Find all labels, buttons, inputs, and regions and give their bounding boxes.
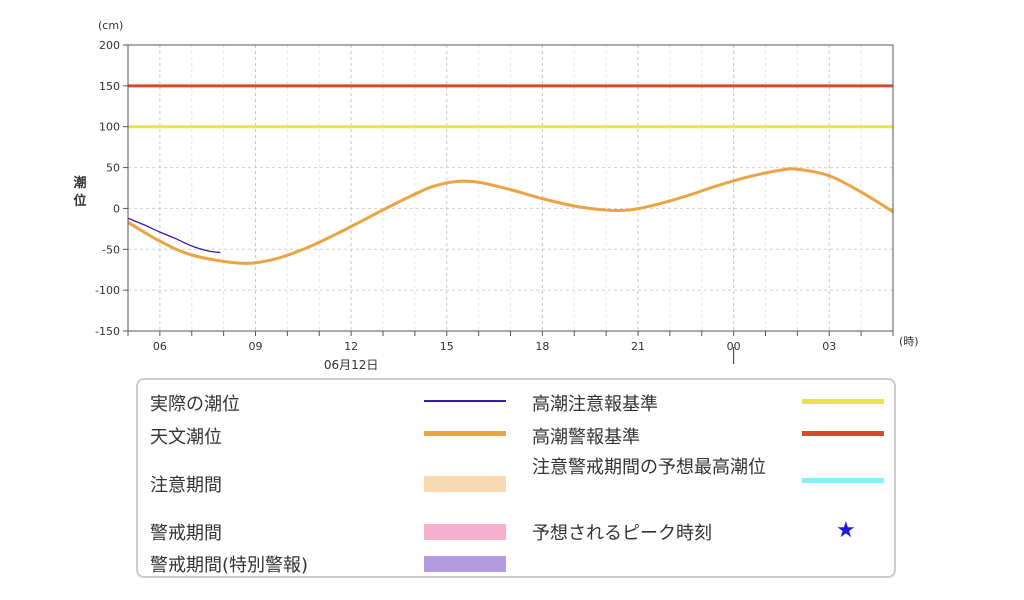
x-tick-label-0: 06 bbox=[153, 340, 167, 353]
legend-swatch-line-2 bbox=[424, 431, 506, 436]
legend-label-2: 天文潮位 bbox=[150, 427, 222, 448]
legend-swatch-fill-4 bbox=[424, 476, 506, 492]
legend-swatch-line-1 bbox=[802, 399, 884, 404]
y-tick-label-1: -100 bbox=[95, 284, 120, 297]
legend-label-1: 高潮注意報基準 bbox=[532, 394, 658, 415]
legend-swatch-fill-6 bbox=[424, 524, 506, 540]
y-axis-unit: (cm) bbox=[98, 19, 123, 32]
x-tick-label-5: 21 bbox=[631, 340, 645, 353]
series-lines bbox=[127, 167, 894, 265]
legend-label-7: 予想されるピーク時刻 bbox=[532, 523, 712, 544]
legend: 実際の潮位 高潮注意報基準天文潮位 高潮警報基準注意期間 注意警戒期間の予想最高潮位警… bbox=[136, 378, 896, 578]
legend-label-4: 注意期間 bbox=[150, 475, 222, 496]
series-line-0 bbox=[127, 167, 894, 265]
y-axis-ticks: -150 -100 -50 0 50 100 150 200 bbox=[95, 39, 128, 338]
threshold-lines bbox=[128, 84, 893, 129]
y-tick-label-5: 100 bbox=[99, 121, 120, 134]
legend-label-5: 注意警戒期間の予想最高潮位 bbox=[532, 457, 766, 478]
grid bbox=[127, 44, 894, 332]
y-tick-label-3: 0 bbox=[113, 202, 120, 215]
legend-label-8: 警戒期間(特別警報) bbox=[150, 555, 309, 576]
x-axis-unit: (時) bbox=[899, 335, 919, 348]
legend-swatch-line-0 bbox=[424, 400, 506, 402]
legend-label-6: 警戒期間 bbox=[150, 523, 222, 544]
x-tick-label-2: 12 bbox=[344, 340, 358, 353]
tide-chart: -150 -100 -50 0 50 100 150 200 06 09 12 15 18 21 00 03… bbox=[73, 19, 919, 372]
x-tick-label-7: 03 bbox=[822, 340, 836, 353]
y-axis-title: 潮位 bbox=[73, 175, 86, 209]
x-axis-ticks: 06 09 12 15 18 21 00 03 bbox=[127, 331, 894, 353]
legend-swatch-line-3 bbox=[802, 431, 884, 436]
y-tick-label-7: 200 bbox=[99, 39, 120, 52]
x-tick-label-6: 00 bbox=[727, 340, 741, 353]
y-tick-label-4: 50 bbox=[106, 162, 120, 175]
legend-label-3: 高潮警報基準 bbox=[532, 427, 640, 448]
x-tick-label-3: 15 bbox=[440, 340, 454, 353]
legend-label-0: 実際の潮位 bbox=[150, 394, 240, 415]
y-axis-title-char-0: 潮 bbox=[73, 175, 86, 191]
x-tick-label-4: 18 bbox=[535, 340, 549, 353]
y-tick-label-6: 150 bbox=[99, 80, 120, 93]
y-axis-title-char-1: 位 bbox=[73, 193, 86, 209]
star-icon: ★ bbox=[836, 518, 856, 543]
series-line-1 bbox=[127, 217, 221, 254]
x-tick-label-1: 09 bbox=[249, 340, 263, 353]
legend-swatch-fill-8 bbox=[424, 556, 506, 572]
y-tick-label-2: -50 bbox=[102, 243, 120, 256]
date-label: 06月12日 bbox=[324, 358, 379, 372]
y-tick-label-0: -150 bbox=[95, 325, 120, 338]
legend-swatch-line-5 bbox=[802, 478, 884, 483]
